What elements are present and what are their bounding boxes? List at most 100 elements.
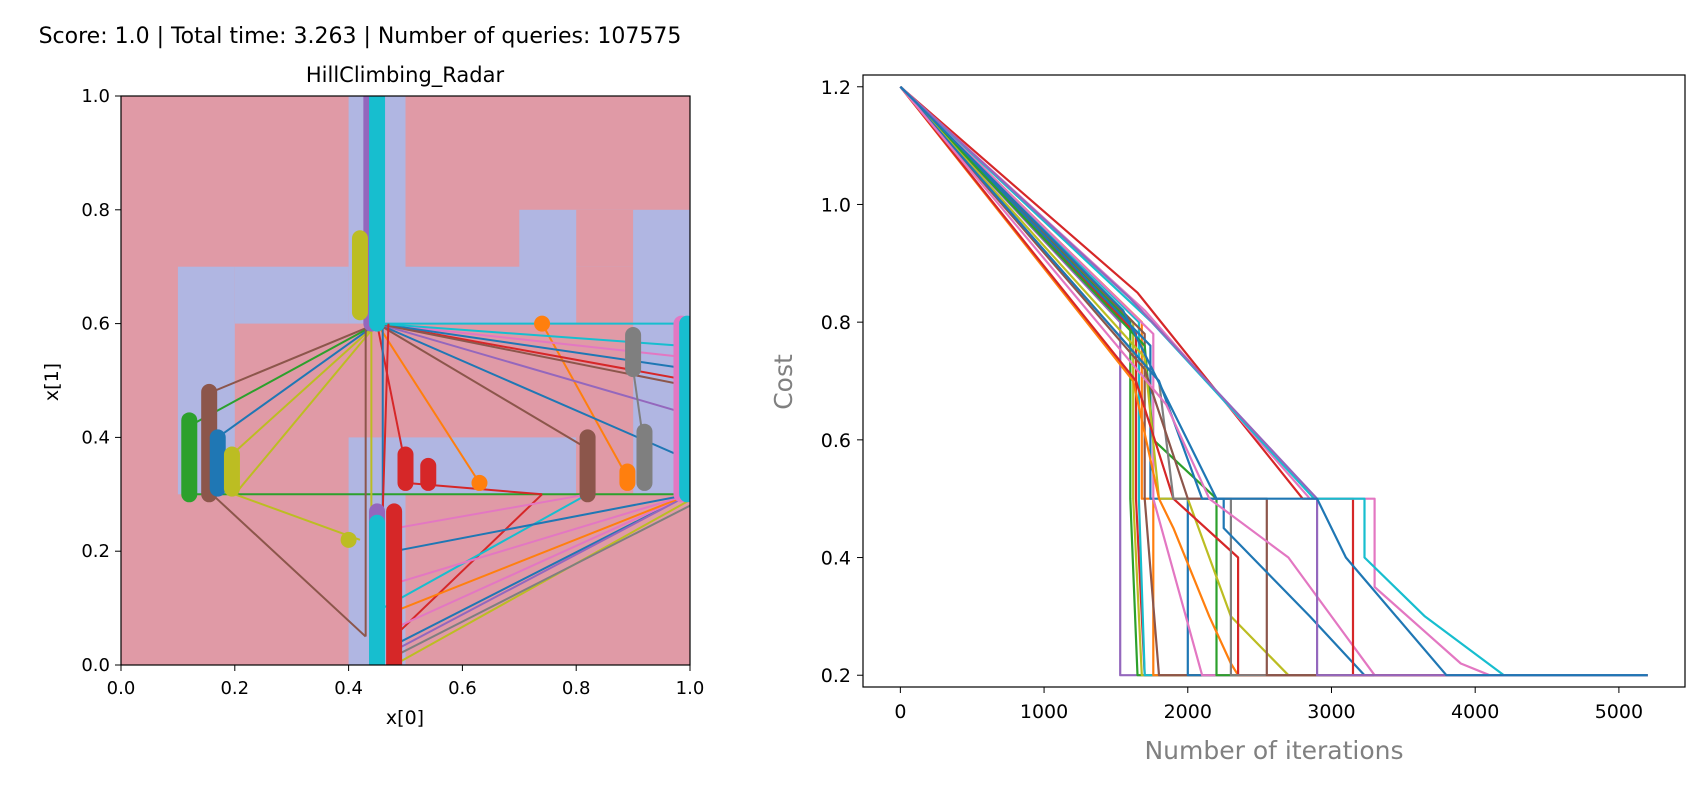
feasible-region: [234, 266, 349, 324]
left-chart-title: HillClimbing_Radar: [306, 63, 505, 88]
y-tick-label: 1.0: [821, 194, 851, 216]
x-tick-label: 0.8: [562, 678, 591, 699]
trajectory-segment: [211, 322, 378, 393]
left-x-ticks: 0.0 0.2 0.4 0.6 0.8 1.0: [107, 665, 705, 699]
cost-series-line: [899, 86, 1648, 677]
trajectory-segment: [387, 504, 690, 661]
y-tick-label: 0.6: [81, 314, 110, 335]
left-y-axis-label: x[1]: [41, 363, 63, 401]
trajectory-segment: [388, 493, 690, 615]
point-cluster: [619, 463, 636, 491]
feasible-region: [405, 266, 577, 324]
left-chart: HillClimbing_Radar 0.0 0.2 0.4 0.6 0.8 1.0 0.…: [41, 63, 704, 729]
cost-series-line: [899, 86, 1648, 677]
figure-suptitle: Score: 1.0 | Total time: 3.263 | Number …: [39, 24, 682, 49]
y-tick-label: 1.0: [81, 86, 110, 107]
y-tick-label: 0.8: [821, 312, 851, 334]
point-cluster: [223, 446, 240, 497]
x-tick-label: 0.4: [334, 678, 363, 699]
point-clusters: [181, 96, 690, 665]
infeasible-patch: [576, 209, 634, 267]
trajectory-segment: [376, 322, 690, 388]
x-tick-label: 0.6: [448, 678, 477, 699]
cost-series-line: [899, 86, 1648, 677]
cost-series-line: [899, 86, 1648, 677]
cost-series-line: [899, 86, 1648, 677]
right-x-ticks: 0 1000 2000 3000 4000 5000: [894, 687, 1643, 723]
point-cluster: [420, 457, 437, 491]
cost-lines: [899, 85, 1648, 677]
point-cluster: [351, 230, 368, 321]
cost-series-line: [899, 85, 1648, 677]
x-tick-label: 1000: [1020, 701, 1068, 723]
y-tick-label: 1.2: [821, 77, 851, 99]
trajectory-segment: [387, 493, 690, 655]
cost-series-line: [899, 86, 1648, 677]
cost-series-line: [899, 85, 1648, 677]
x-tick-label: 4000: [1451, 701, 1499, 723]
right-x-axis-label: Number of iterations: [1144, 736, 1403, 765]
point-cluster: [579, 429, 596, 503]
trajectory-segment: [376, 322, 589, 450]
trajectory-segment: [211, 493, 367, 638]
point-cluster: [209, 429, 226, 497]
cost-series-line: [899, 86, 1648, 677]
cost-series-line: [899, 86, 1648, 677]
y-tick-label: 0.6: [821, 430, 851, 452]
trajectory-segment: [393, 493, 690, 553]
trajectory-segment: [393, 493, 543, 638]
trajectory-segment: [393, 499, 690, 665]
trajectory-segment: [234, 322, 378, 495]
trajectory-segment: [393, 493, 588, 530]
right-chart: 0 1000 2000 3000 4000 5000 0.2 0.4 0.6 0.8 1.0 1.2…: [769, 74, 1686, 765]
point-cluster: [369, 96, 386, 332]
point-cluster: [471, 474, 488, 491]
cost-series-line: [899, 85, 1648, 677]
trajectory-segment: [382, 493, 589, 609]
cost-series-line: [899, 86, 1648, 677]
cost-series-line: [899, 86, 1648, 677]
right-y-ticks: 0.2 0.4 0.6 0.8 1.0 1.2: [821, 77, 863, 687]
x-tick-label: 1.0: [676, 678, 705, 699]
trajectory-lines: [188, 322, 690, 665]
trajectory-segment: [234, 493, 361, 541]
point-cluster: [679, 315, 690, 503]
left-x-axis-label: x[0]: [386, 707, 424, 729]
trajectory-segment: [381, 323, 390, 512]
y-tick-label: 0.0: [81, 655, 110, 676]
cost-series-line: [899, 86, 1648, 677]
point-cluster: [625, 326, 642, 378]
cost-series-line: [899, 86, 1648, 677]
cost-series-line: [899, 86, 1648, 677]
cost-series-line: [899, 86, 1648, 677]
cost-series-line: [899, 86, 1648, 677]
cost-series-line: [899, 86, 1648, 677]
x-tick-label: 2000: [1164, 701, 1212, 723]
y-tick-label: 0.2: [81, 541, 110, 562]
x-tick-label: 3000: [1307, 701, 1355, 723]
point-cluster: [181, 412, 198, 503]
left-y-ticks: 0.0 0.2 0.4 0.6 0.8 1.0: [81, 86, 121, 676]
x-tick-label: 5000: [1595, 701, 1643, 723]
left-plot-frame: [120, 95, 691, 666]
y-tick-label: 0.4: [821, 548, 851, 570]
trajectory-segment: [188, 322, 378, 427]
trajectory-segment: [388, 493, 690, 632]
cost-series-line: [899, 86, 1648, 677]
cost-series-line: [899, 85, 1648, 677]
trajectory-segment: [376, 323, 481, 484]
point-cluster: [340, 531, 357, 548]
y-tick-label: 0.8: [81, 200, 110, 221]
x-tick-label: 0.0: [107, 678, 136, 699]
point-cluster: [636, 423, 653, 491]
y-tick-label: 0.4: [81, 427, 110, 448]
right-plot-frame: [862, 74, 1686, 688]
x-tick-label: 0.2: [220, 678, 249, 699]
y-tick-label: 0.2: [821, 665, 851, 687]
point-cluster: [386, 503, 403, 665]
trajectory-segment: [231, 322, 378, 456]
point-cluster: [397, 446, 414, 491]
trajectory-segment: [217, 322, 378, 439]
cost-series-line: [899, 86, 1648, 677]
